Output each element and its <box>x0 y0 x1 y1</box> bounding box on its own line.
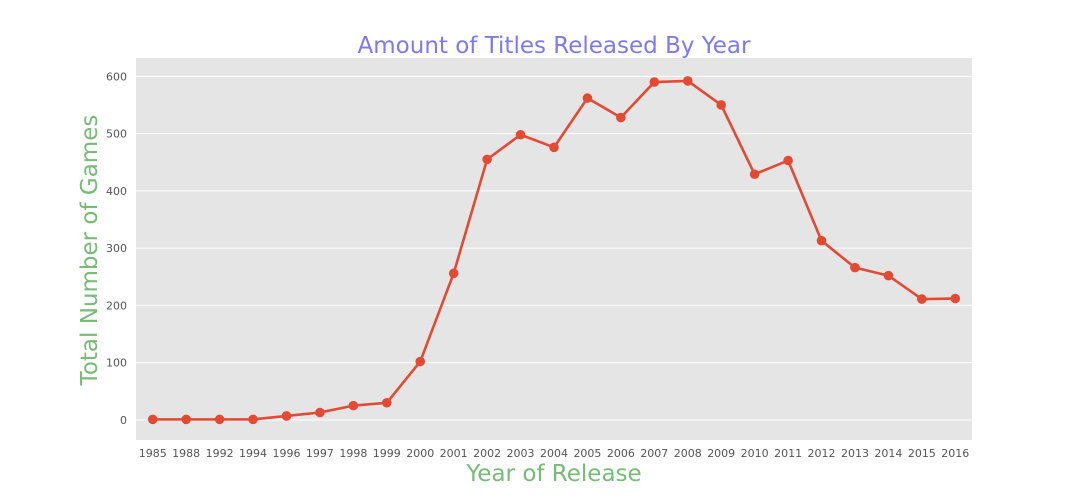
x-tick-label: 2003 <box>507 447 535 460</box>
data-point <box>783 155 793 166</box>
x-tick-label: 2000 <box>406 447 434 460</box>
chart-title: Amount of Titles Released By Year <box>358 33 751 59</box>
x-tick-label: 2005 <box>573 447 601 460</box>
data-point <box>716 100 726 110</box>
y-tick-label: 200 <box>106 299 127 312</box>
x-tick-label: 1998 <box>339 447 367 460</box>
x-tick-label: 1996 <box>272 447 300 460</box>
data-point <box>549 142 559 153</box>
x-tick-label: 2002 <box>473 447 501 460</box>
y-tick-label: 300 <box>106 242 127 255</box>
data-point <box>616 112 626 123</box>
data-point <box>448 268 459 279</box>
x-tick-label: 2015 <box>908 447 936 460</box>
x-tick-label: 1988 <box>172 447 200 460</box>
data-point <box>515 129 526 140</box>
data-point <box>883 270 894 281</box>
x-tick-label: 2001 <box>440 447 468 460</box>
x-axis-label: Year of Release <box>465 461 641 487</box>
x-tick-label: 1997 <box>306 447 334 460</box>
x-tick-label: 2008 <box>674 447 702 460</box>
data-point <box>749 169 760 180</box>
data-point <box>816 235 827 246</box>
x-tick-label: 1985 <box>139 447 167 460</box>
y-tick-label: 0 <box>120 414 127 427</box>
data-points <box>147 76 961 425</box>
y-axis-label: Total Number of Games <box>77 115 103 387</box>
plot-background <box>136 58 972 440</box>
x-tick-label: 2016 <box>941 447 969 460</box>
data-point <box>181 414 191 425</box>
y-axis-ticks: 0 100 200 300 400 500 600 <box>106 70 127 427</box>
x-tick-label: 2007 <box>640 447 668 460</box>
x-tick-label: 1999 <box>373 447 401 460</box>
y-tick-label: 400 <box>106 185 127 198</box>
x-tick-label: 2013 <box>841 447 869 460</box>
x-tick-label: 2004 <box>540 447 568 460</box>
y-tick-label: 500 <box>106 128 127 141</box>
data-point <box>214 414 225 425</box>
y-tick-label: 100 <box>106 357 127 370</box>
data-point <box>147 414 158 425</box>
x-tick-label: 2014 <box>874 447 902 460</box>
data-point <box>382 397 392 408</box>
x-axis-ticks: 1985 1988 1992 1994 1996 1997 1998 1999 2000 2001… <box>139 447 970 460</box>
grid-lines <box>136 75 972 421</box>
x-tick-label: 2011 <box>774 447 802 460</box>
x-tick-label: 2010 <box>741 447 769 460</box>
x-tick-label: 1992 <box>206 447 234 460</box>
data-point <box>415 356 426 367</box>
x-tick-label: 1994 <box>239 447 267 460</box>
data-point <box>315 407 325 418</box>
data-point <box>850 262 860 273</box>
y-tick-label: 600 <box>106 70 127 83</box>
data-point <box>582 93 593 103</box>
data-point <box>348 400 359 411</box>
data-point <box>248 414 258 425</box>
data-point <box>649 77 660 87</box>
x-tick-label: 2012 <box>808 447 836 460</box>
x-tick-label: 2006 <box>607 447 635 460</box>
data-point <box>281 411 292 421</box>
data-point <box>482 154 492 165</box>
data-point <box>682 76 693 86</box>
data-point <box>917 294 927 304</box>
x-tick-label: 2009 <box>707 447 735 460</box>
data-point <box>950 293 961 304</box>
